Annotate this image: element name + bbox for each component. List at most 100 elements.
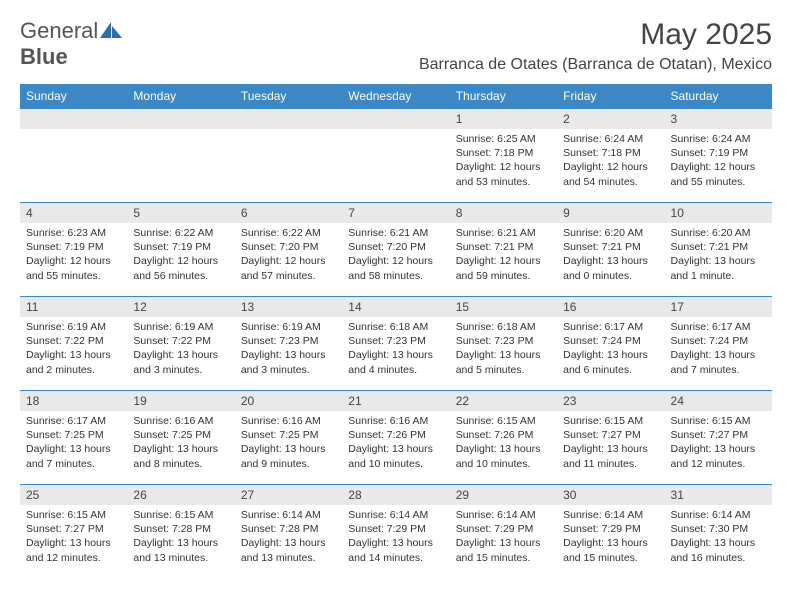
day-number: 7: [342, 202, 449, 223]
sunset: Sunset: 7:21 PM: [563, 240, 658, 254]
sunrise: Sunrise: 6:18 AM: [348, 320, 443, 334]
calendar-cell: [342, 108, 449, 202]
sunrise: Sunrise: 6:21 AM: [456, 226, 551, 240]
day-data: Sunrise: 6:17 AMSunset: 7:24 PMDaylight:…: [557, 317, 664, 383]
calendar-table: SundayMondayTuesdayWednesdayThursdayFrid…: [20, 84, 772, 578]
sunset: Sunset: 7:25 PM: [26, 428, 121, 442]
daylight: Daylight: 13 hours and 12 minutes.: [26, 536, 121, 564]
calendar-cell: 16Sunrise: 6:17 AMSunset: 7:24 PMDayligh…: [557, 296, 664, 390]
day-header: Thursday: [450, 84, 557, 108]
day-number: 14: [342, 296, 449, 317]
day-data: Sunrise: 6:15 AMSunset: 7:28 PMDaylight:…: [127, 505, 234, 571]
sunset: Sunset: 7:26 PM: [456, 428, 551, 442]
daylight: Daylight: 12 hours and 55 minutes.: [26, 254, 121, 282]
day-data: Sunrise: 6:21 AMSunset: 7:21 PMDaylight:…: [450, 223, 557, 289]
daylight: Daylight: 12 hours and 57 minutes.: [241, 254, 336, 282]
calendar-cell: 23Sunrise: 6:15 AMSunset: 7:27 PMDayligh…: [557, 390, 664, 484]
day-header: Tuesday: [235, 84, 342, 108]
sunset: Sunset: 7:23 PM: [348, 334, 443, 348]
daylight: Daylight: 13 hours and 3 minutes.: [133, 348, 228, 376]
day-number: 19: [127, 390, 234, 411]
sunrise: Sunrise: 6:15 AM: [456, 414, 551, 428]
day-data: Sunrise: 6:25 AMSunset: 7:18 PMDaylight:…: [450, 129, 557, 195]
daylight: Daylight: 12 hours and 56 minutes.: [133, 254, 228, 282]
sunrise: Sunrise: 6:15 AM: [26, 508, 121, 522]
daylight: Daylight: 13 hours and 1 minute.: [671, 254, 766, 282]
calendar-body: 1Sunrise: 6:25 AMSunset: 7:18 PMDaylight…: [20, 108, 772, 578]
daylight: Daylight: 12 hours and 54 minutes.: [563, 160, 658, 188]
calendar-cell: 27Sunrise: 6:14 AMSunset: 7:28 PMDayligh…: [235, 484, 342, 578]
sunrise: Sunrise: 6:24 AM: [563, 132, 658, 146]
daylight: Daylight: 13 hours and 12 minutes.: [671, 442, 766, 470]
calendar-cell: 2Sunrise: 6:24 AMSunset: 7:18 PMDaylight…: [557, 108, 664, 202]
calendar-cell: [20, 108, 127, 202]
calendar-cell: 3Sunrise: 6:24 AMSunset: 7:19 PMDaylight…: [665, 108, 772, 202]
day-data: Sunrise: 6:17 AMSunset: 7:25 PMDaylight:…: [20, 411, 127, 477]
day-data: Sunrise: 6:18 AMSunset: 7:23 PMDaylight:…: [342, 317, 449, 383]
day-data: Sunrise: 6:14 AMSunset: 7:29 PMDaylight:…: [557, 505, 664, 571]
daylight: Daylight: 13 hours and 10 minutes.: [456, 442, 551, 470]
day-header: Sunday: [20, 84, 127, 108]
sunrise: Sunrise: 6:16 AM: [348, 414, 443, 428]
day-header: Wednesday: [342, 84, 449, 108]
day-data: Sunrise: 6:15 AMSunset: 7:27 PMDaylight:…: [557, 411, 664, 477]
day-data: Sunrise: 6:16 AMSunset: 7:25 PMDaylight:…: [235, 411, 342, 477]
calendar-cell: 31Sunrise: 6:14 AMSunset: 7:30 PMDayligh…: [665, 484, 772, 578]
day-data: Sunrise: 6:19 AMSunset: 7:22 PMDaylight:…: [20, 317, 127, 383]
calendar-cell: 8Sunrise: 6:21 AMSunset: 7:21 PMDaylight…: [450, 202, 557, 296]
day-number: 25: [20, 484, 127, 505]
day-data: Sunrise: 6:24 AMSunset: 7:18 PMDaylight:…: [557, 129, 664, 195]
calendar-cell: 5Sunrise: 6:22 AMSunset: 7:19 PMDaylight…: [127, 202, 234, 296]
day-data: Sunrise: 6:14 AMSunset: 7:29 PMDaylight:…: [450, 505, 557, 571]
daylight: Daylight: 13 hours and 7 minutes.: [671, 348, 766, 376]
day-number: 3: [665, 108, 772, 129]
calendar-cell: 21Sunrise: 6:16 AMSunset: 7:26 PMDayligh…: [342, 390, 449, 484]
daylight: Daylight: 13 hours and 14 minutes.: [348, 536, 443, 564]
month-title: May 2025: [419, 18, 772, 52]
page-header: General Blue May 2025 Barranca de Otates…: [20, 18, 772, 80]
calendar-cell: 20Sunrise: 6:16 AMSunset: 7:25 PMDayligh…: [235, 390, 342, 484]
day-data: Sunrise: 6:18 AMSunset: 7:23 PMDaylight:…: [450, 317, 557, 383]
sunrise: Sunrise: 6:23 AM: [26, 226, 121, 240]
day-header: Monday: [127, 84, 234, 108]
sunrise: Sunrise: 6:16 AM: [133, 414, 228, 428]
sunset: Sunset: 7:29 PM: [563, 522, 658, 536]
sunrise: Sunrise: 6:17 AM: [563, 320, 658, 334]
day-number: 31: [665, 484, 772, 505]
daylight: Daylight: 13 hours and 6 minutes.: [563, 348, 658, 376]
calendar-cell: 6Sunrise: 6:22 AMSunset: 7:20 PMDaylight…: [235, 202, 342, 296]
daylight: Daylight: 12 hours and 53 minutes.: [456, 160, 551, 188]
day-data: Sunrise: 6:20 AMSunset: 7:21 PMDaylight:…: [665, 223, 772, 289]
sunset: Sunset: 7:18 PM: [456, 146, 551, 160]
calendar-cell: 24Sunrise: 6:15 AMSunset: 7:27 PMDayligh…: [665, 390, 772, 484]
calendar-cell: 30Sunrise: 6:14 AMSunset: 7:29 PMDayligh…: [557, 484, 664, 578]
sunrise: Sunrise: 6:22 AM: [133, 226, 228, 240]
sunset: Sunset: 7:19 PM: [26, 240, 121, 254]
day-number: 4: [20, 202, 127, 223]
day-data: Sunrise: 6:19 AMSunset: 7:23 PMDaylight:…: [235, 317, 342, 383]
sunrise: Sunrise: 6:14 AM: [456, 508, 551, 522]
sunset: Sunset: 7:24 PM: [563, 334, 658, 348]
daylight: Daylight: 13 hours and 0 minutes.: [563, 254, 658, 282]
calendar-head: SundayMondayTuesdayWednesdayThursdayFrid…: [20, 84, 772, 108]
day-data: Sunrise: 6:19 AMSunset: 7:22 PMDaylight:…: [127, 317, 234, 383]
calendar-cell: 26Sunrise: 6:15 AMSunset: 7:28 PMDayligh…: [127, 484, 234, 578]
calendar-cell: 15Sunrise: 6:18 AMSunset: 7:23 PMDayligh…: [450, 296, 557, 390]
day-header: Friday: [557, 84, 664, 108]
day-data: Sunrise: 6:15 AMSunset: 7:27 PMDaylight:…: [665, 411, 772, 477]
sunrise: Sunrise: 6:20 AM: [563, 226, 658, 240]
day-data: Sunrise: 6:20 AMSunset: 7:21 PMDaylight:…: [557, 223, 664, 289]
day-number: 26: [127, 484, 234, 505]
sunrise: Sunrise: 6:17 AM: [671, 320, 766, 334]
daylight: Daylight: 13 hours and 13 minutes.: [133, 536, 228, 564]
day-number: 15: [450, 296, 557, 317]
day-number: 30: [557, 484, 664, 505]
day-data: Sunrise: 6:14 AMSunset: 7:29 PMDaylight:…: [342, 505, 449, 571]
daylight: Daylight: 13 hours and 13 minutes.: [241, 536, 336, 564]
sunset: Sunset: 7:22 PM: [26, 334, 121, 348]
day-data: Sunrise: 6:22 AMSunset: 7:20 PMDaylight:…: [235, 223, 342, 289]
sunrise: Sunrise: 6:21 AM: [348, 226, 443, 240]
sunrise: Sunrise: 6:14 AM: [241, 508, 336, 522]
sunrise: Sunrise: 6:15 AM: [563, 414, 658, 428]
daylight: Daylight: 13 hours and 9 minutes.: [241, 442, 336, 470]
